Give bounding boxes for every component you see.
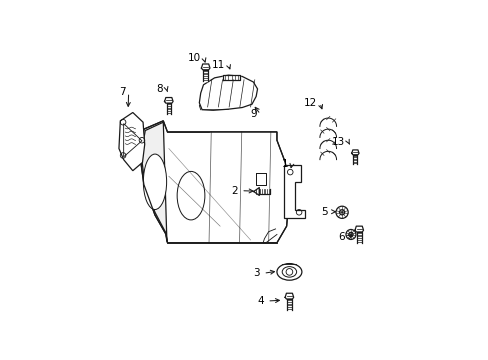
Text: 12: 12 bbox=[303, 98, 316, 108]
Polygon shape bbox=[253, 188, 259, 195]
Ellipse shape bbox=[276, 264, 301, 280]
Polygon shape bbox=[285, 293, 293, 299]
Polygon shape bbox=[166, 103, 171, 114]
Text: 9: 9 bbox=[250, 109, 257, 120]
Text: 2: 2 bbox=[231, 186, 237, 196]
Ellipse shape bbox=[282, 267, 296, 277]
Polygon shape bbox=[223, 75, 240, 80]
Polygon shape bbox=[351, 150, 358, 155]
Polygon shape bbox=[164, 98, 173, 103]
Text: 6: 6 bbox=[338, 232, 344, 242]
Polygon shape bbox=[201, 64, 209, 70]
Text: 13: 13 bbox=[331, 136, 344, 147]
Text: 5: 5 bbox=[321, 207, 327, 217]
Polygon shape bbox=[286, 299, 291, 310]
Polygon shape bbox=[140, 121, 289, 243]
Polygon shape bbox=[284, 165, 304, 218]
Text: 4: 4 bbox=[257, 296, 264, 306]
Polygon shape bbox=[141, 122, 166, 242]
Polygon shape bbox=[203, 70, 207, 81]
Polygon shape bbox=[119, 112, 144, 171]
Ellipse shape bbox=[177, 171, 204, 220]
Polygon shape bbox=[356, 232, 361, 243]
Text: 8: 8 bbox=[156, 84, 163, 94]
Circle shape bbox=[346, 229, 355, 239]
Polygon shape bbox=[354, 226, 363, 232]
Text: 1: 1 bbox=[282, 159, 288, 169]
Polygon shape bbox=[256, 174, 265, 185]
Text: 11: 11 bbox=[211, 60, 224, 70]
Polygon shape bbox=[353, 155, 357, 164]
Text: 3: 3 bbox=[253, 268, 260, 278]
Circle shape bbox=[335, 206, 347, 219]
Ellipse shape bbox=[143, 154, 166, 210]
Text: 10: 10 bbox=[187, 53, 200, 63]
Text: 7: 7 bbox=[119, 87, 125, 97]
Polygon shape bbox=[259, 189, 269, 194]
Polygon shape bbox=[199, 75, 257, 110]
